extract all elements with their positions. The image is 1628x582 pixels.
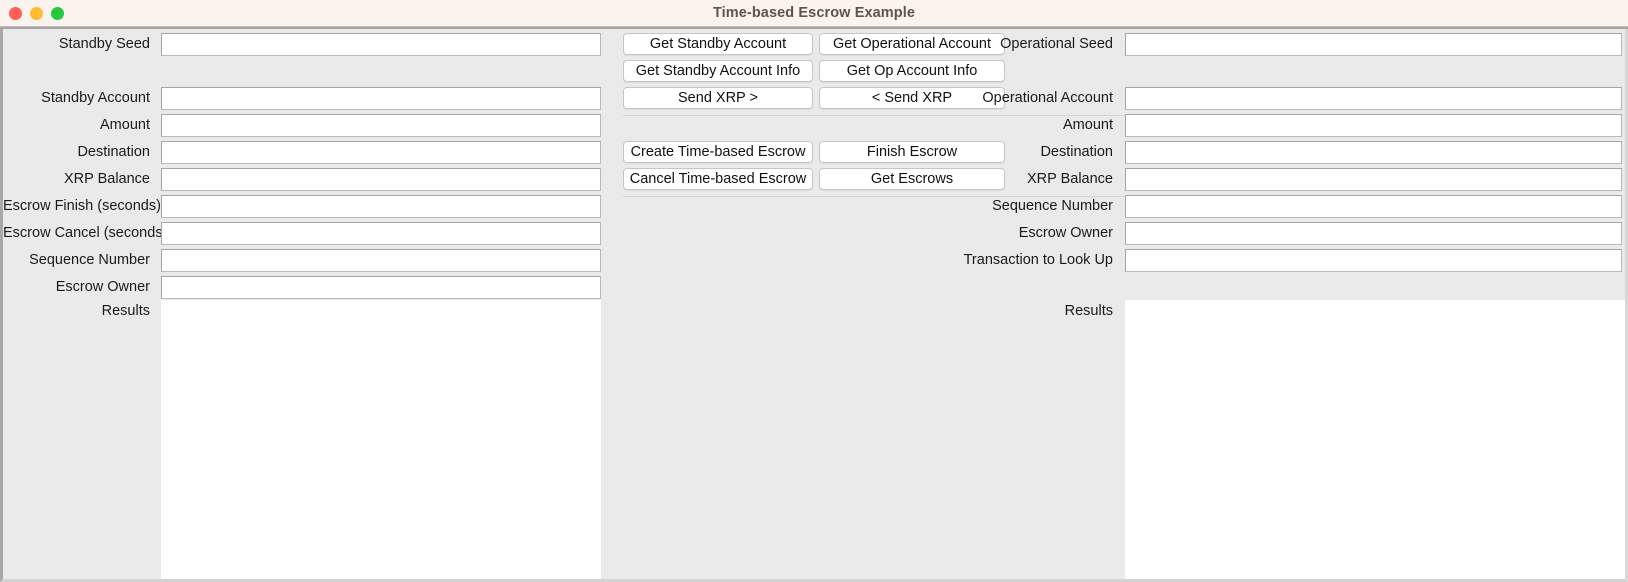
field-row: Standby Seed: [3, 33, 623, 56]
right-results-textarea[interactable]: [1125, 300, 1625, 579]
field-row: Amount: [3, 114, 623, 137]
zoom-button[interactable]: [51, 7, 64, 20]
input-escrow-finish-seconds[interactable]: [161, 195, 601, 218]
field-row: Escrow Cancel (seconds): [3, 222, 623, 245]
close-button[interactable]: [9, 7, 22, 20]
operational-panel: Results Operational Seed Operational Acco…: [964, 29, 1625, 579]
center-divider-1: [623, 115, 1163, 116]
label-amount: Amount: [100, 117, 150, 133]
field-row: Amount: [1063, 114, 1625, 137]
input-destination[interactable]: [1125, 141, 1622, 164]
label-destination: Destination: [1040, 144, 1113, 160]
label-xrp-balance: XRP Balance: [64, 171, 150, 187]
field-row: Destination: [1040, 141, 1625, 164]
input-standby-seed[interactable]: [161, 33, 601, 56]
button-create-time-based-escrow[interactable]: Create Time-based Escrow: [623, 141, 813, 163]
window-title: Time-based Escrow Example: [712, 5, 916, 21]
field-row: Sequence Number: [3, 249, 623, 272]
label-xrp-balance: XRP Balance: [1027, 171, 1113, 187]
input-escrow-owner[interactable]: [161, 276, 601, 299]
button-get-standby-account-info[interactable]: Get Standby Account Info: [623, 60, 813, 82]
field-row: Escrow Owner: [1019, 222, 1625, 245]
label-operational-account: Operational Account: [982, 90, 1113, 106]
input-operational-account[interactable]: [1125, 87, 1622, 110]
left-results-label: Results: [101, 303, 150, 319]
label-escrow-owner: Escrow Owner: [1018, 225, 1113, 241]
standby-panel: Results Standby Seed Standby Account Amoun…: [3, 29, 623, 579]
input-destination[interactable]: [161, 141, 601, 164]
traffic-light-group: [9, 7, 64, 20]
field-row: Standby Account: [3, 87, 623, 110]
button-get-op-account-info[interactable]: Get Op Account Info: [819, 60, 1005, 82]
input-xrp-balance[interactable]: [161, 168, 601, 191]
input-escrow-cancel-seconds[interactable]: [161, 222, 601, 245]
title-bar: Time-based Escrow Example: [0, 0, 1628, 27]
label-standby-seed: Standby Seed: [58, 36, 150, 52]
left-results-textarea[interactable]: [161, 300, 601, 579]
input-transaction-to-look-up[interactable]: [1125, 249, 1622, 272]
input-amount[interactable]: [1125, 114, 1622, 137]
minimize-button[interactable]: [30, 7, 43, 20]
label-operational-seed: Operational Seed: [1000, 36, 1113, 52]
input-sequence-number[interactable]: [1125, 195, 1622, 218]
input-standby-account[interactable]: [161, 87, 601, 110]
field-row: Operational Seed: [1000, 33, 1625, 56]
label-amount: Amount: [1063, 117, 1113, 133]
label-sequence-number: Sequence Number: [29, 252, 150, 268]
field-row: Sequence Number: [992, 195, 1625, 218]
input-xrp-balance[interactable]: [1125, 168, 1622, 191]
button-get-standby-account[interactable]: Get Standby Account: [623, 33, 813, 55]
button-send-xrp[interactable]: < Send XRP: [819, 87, 1005, 109]
field-row: Escrow Finish (seconds): [3, 195, 623, 218]
field-row: XRP Balance: [1027, 168, 1625, 191]
right-results-label: Results: [1064, 303, 1113, 319]
button-cancel-time-based-escrow[interactable]: Cancel Time-based Escrow: [623, 168, 813, 190]
input-escrow-owner[interactable]: [1125, 222, 1622, 245]
button-get-operational-account[interactable]: Get Operational Account: [819, 33, 1005, 55]
window-body: Results Standby Seed Standby Account Amoun…: [0, 29, 1628, 582]
label-standby-account: Standby Account: [41, 90, 150, 106]
button-finish-escrow[interactable]: Finish Escrow: [819, 141, 1005, 163]
label-transaction-to-look-up: Transaction to Look Up: [963, 252, 1113, 268]
field-row: Destination: [3, 141, 623, 164]
label-escrow-finish-seconds: Escrow Finish (seconds): [3, 198, 161, 214]
actions-panel: Get Standby Account Get Operational Accou…: [623, 29, 1163, 579]
field-row: Escrow Owner: [3, 276, 623, 299]
titlebar-divider: [0, 27, 1628, 29]
field-row: XRP Balance: [3, 168, 623, 191]
field-row: Transaction to Look Up: [964, 249, 1625, 272]
button-send-xrp[interactable]: Send XRP >: [623, 87, 813, 109]
input-operational-seed[interactable]: [1125, 33, 1622, 56]
center-divider-2: [623, 196, 1163, 197]
label-escrow-cancel-seconds: Escrow Cancel (seconds): [3, 225, 168, 241]
input-amount[interactable]: [161, 114, 601, 137]
label-sequence-number: Sequence Number: [992, 198, 1113, 214]
label-escrow-owner: Escrow Owner: [55, 279, 150, 295]
label-destination: Destination: [77, 144, 150, 160]
button-get-escrows[interactable]: Get Escrows: [819, 168, 1005, 190]
input-sequence-number[interactable]: [161, 249, 601, 272]
field-row: Operational Account: [982, 87, 1625, 110]
